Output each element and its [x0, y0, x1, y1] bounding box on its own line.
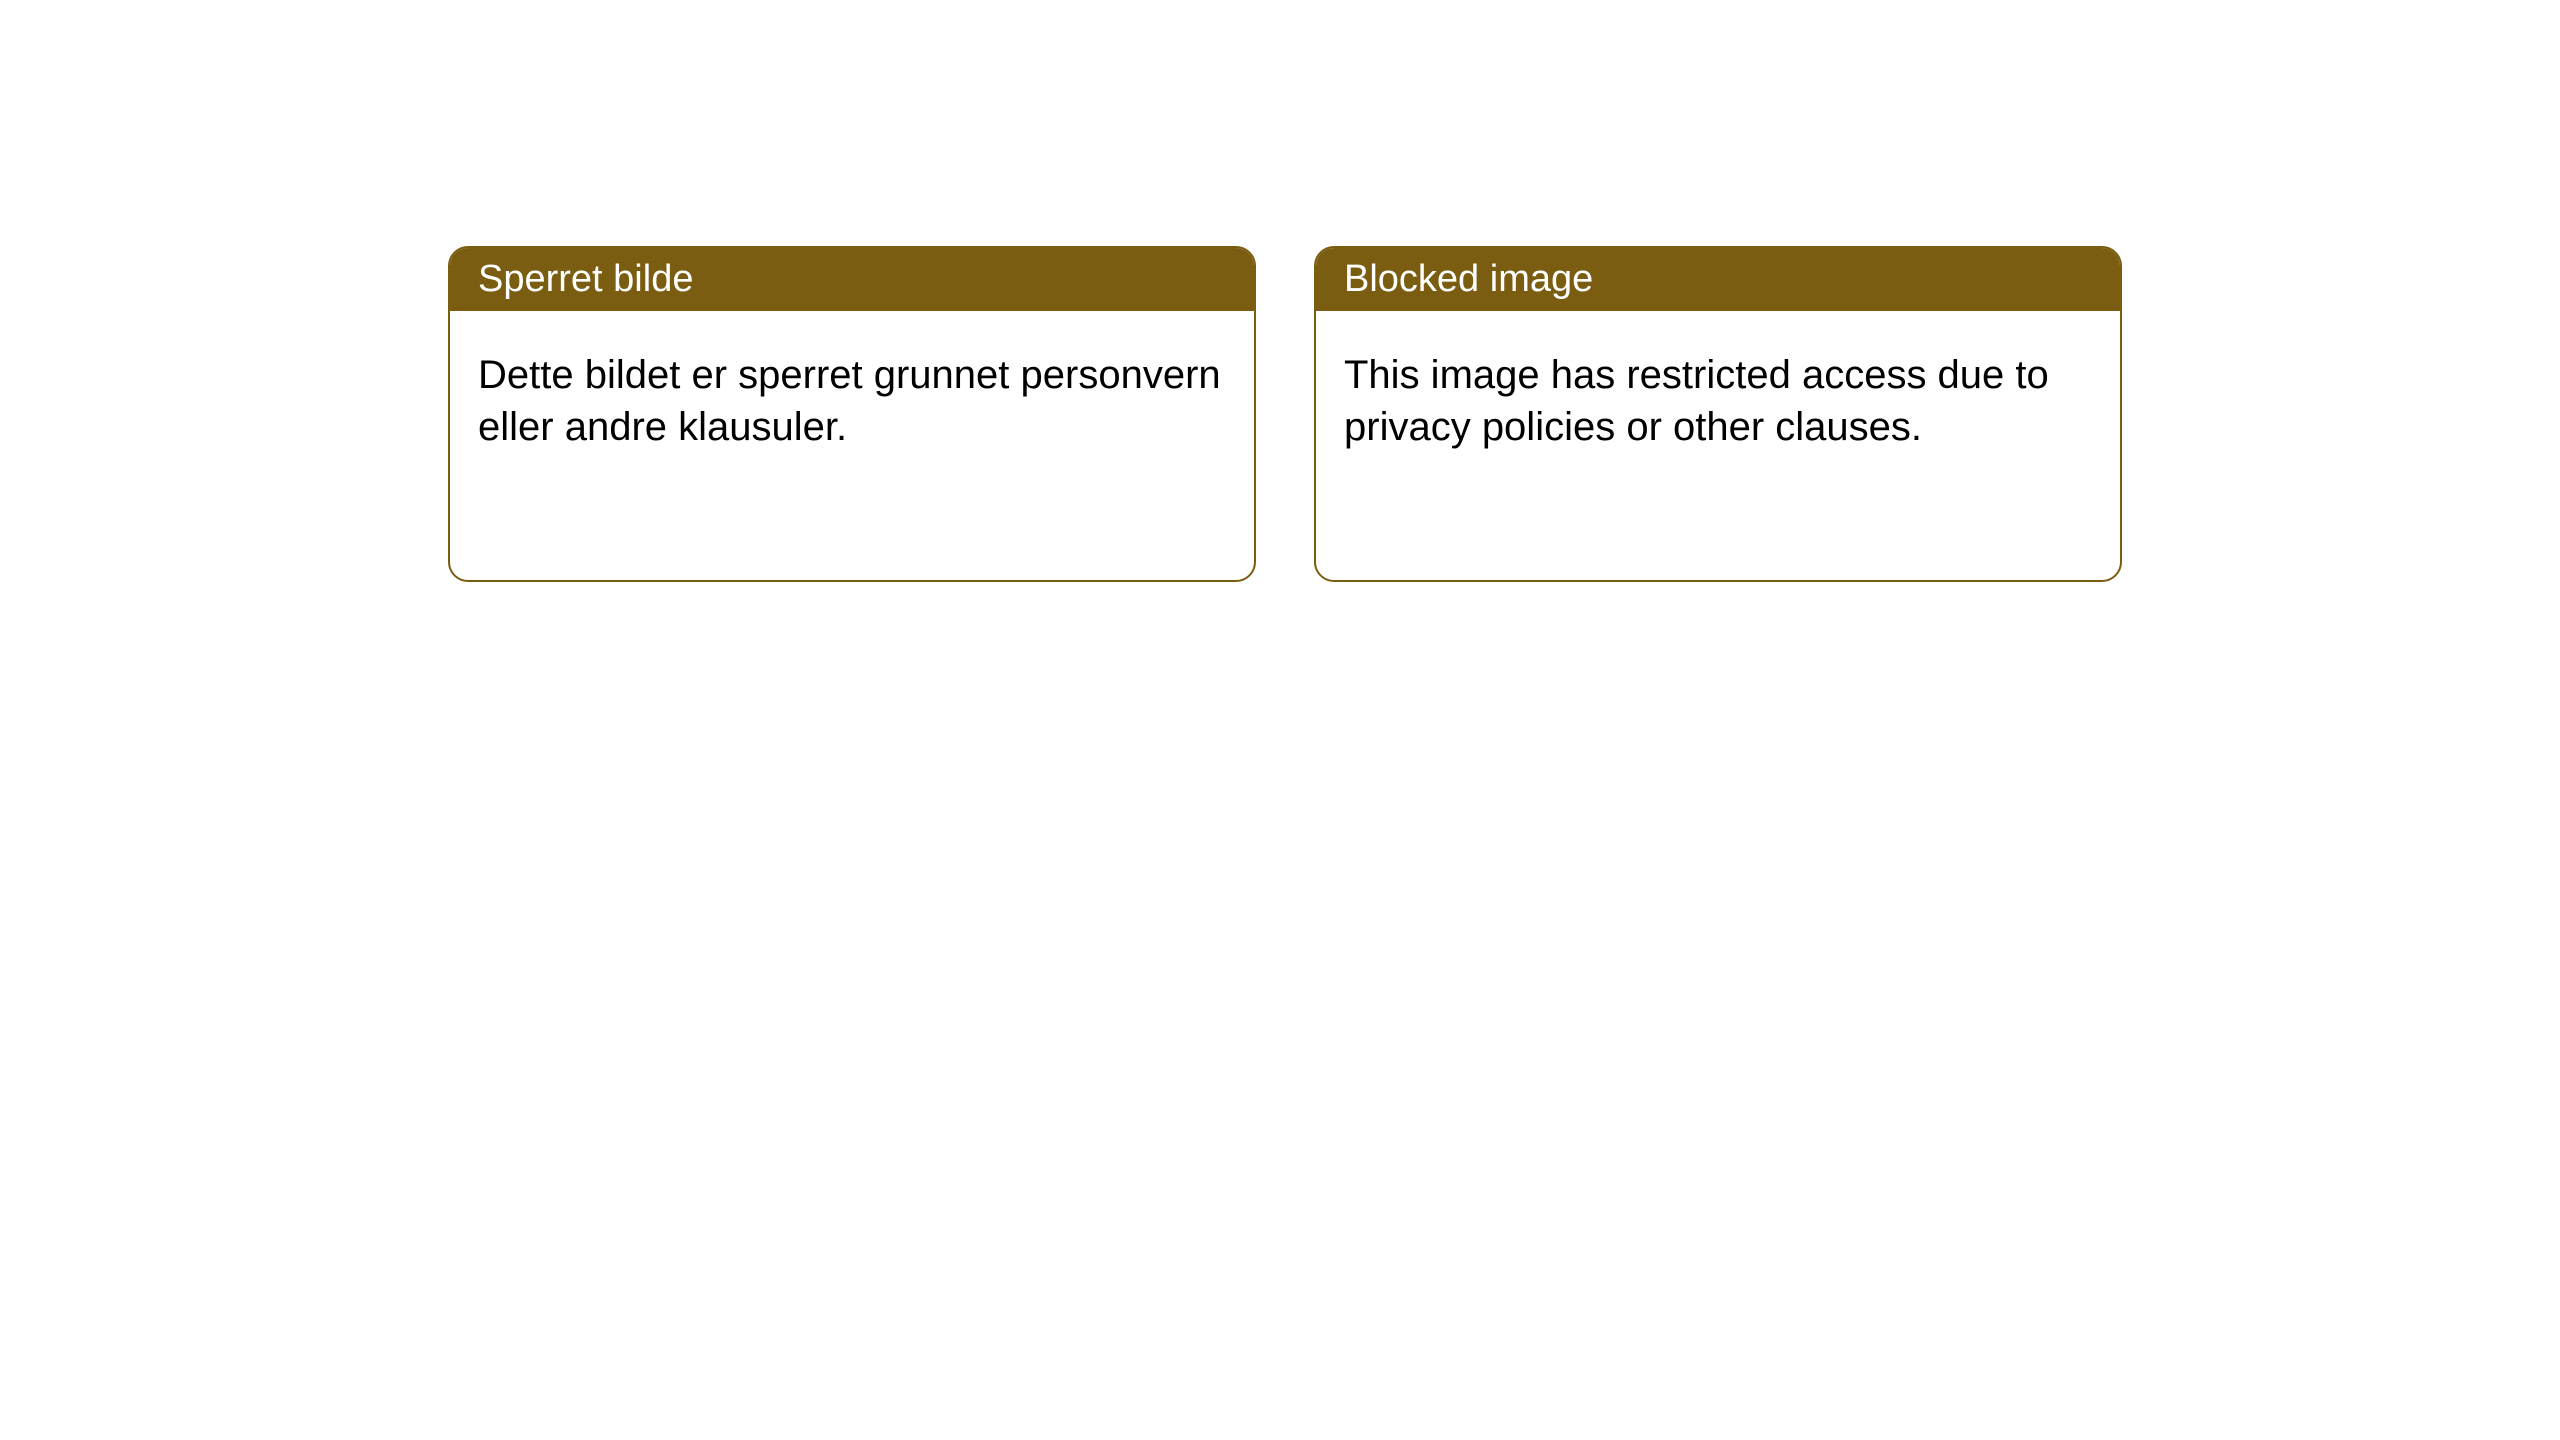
notice-header: Blocked image [1316, 248, 2120, 311]
notice-body: Dette bildet er sperret grunnet personve… [450, 311, 1254, 491]
notice-container: Sperret bilde Dette bildet er sperret gr… [0, 0, 2560, 582]
notice-body: This image has restricted access due to … [1316, 311, 2120, 491]
notice-header: Sperret bilde [450, 248, 1254, 311]
notice-card-norwegian: Sperret bilde Dette bildet er sperret gr… [448, 246, 1256, 582]
notice-card-english: Blocked image This image has restricted … [1314, 246, 2122, 582]
